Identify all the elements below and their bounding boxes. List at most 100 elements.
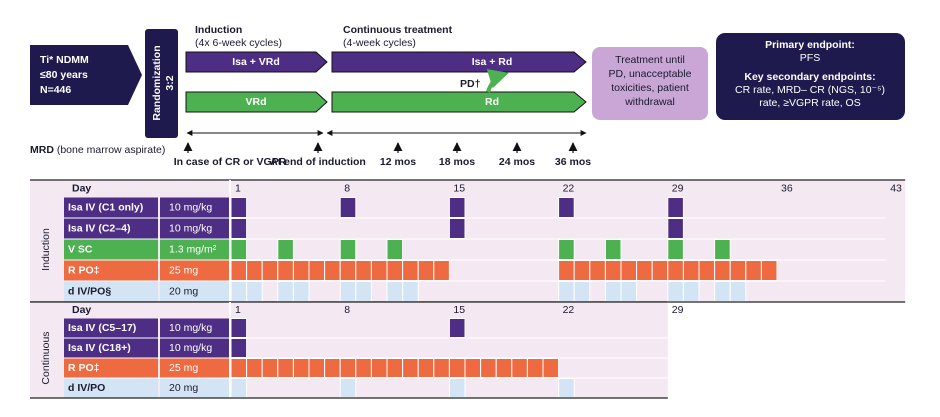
- dose-cell: [417, 260, 435, 281]
- dose-cell: [448, 218, 466, 239]
- row-dose-cell: [160, 281, 229, 302]
- dose-cell: [667, 260, 684, 281]
- row-label: V SC: [68, 243, 93, 255]
- dose-cell: [433, 260, 450, 281]
- dose-cell: [511, 358, 528, 378]
- row-dose-cell: [160, 318, 229, 338]
- row-dose: 20 mg: [169, 382, 198, 394]
- row-label-cell: [64, 378, 158, 398]
- row-dose: 10 mg/kg: [169, 201, 212, 213]
- until-text: Treatment until: [615, 54, 685, 66]
- dose-cell: [339, 358, 357, 378]
- population-box: [30, 45, 142, 105]
- dose-cell: [526, 358, 544, 378]
- population-text: ≤80 years: [40, 69, 88, 81]
- dose-cell: [714, 239, 731, 260]
- dose-cell: [760, 260, 778, 281]
- dose-cell: [667, 218, 684, 239]
- dose-cell: [417, 358, 435, 378]
- dose-cell: [729, 260, 747, 281]
- dose-cell: [230, 318, 248, 338]
- arm-arrow: [185, 91, 328, 113]
- dose-cell: [667, 239, 684, 260]
- dose-cell: [355, 260, 372, 281]
- row-label-cell: [64, 338, 158, 358]
- row-dose: 10 mg/kg: [169, 322, 212, 334]
- row-label: Isa IV (C18+): [68, 342, 131, 354]
- dose-cell: [230, 378, 248, 398]
- dose-cell: [604, 260, 622, 281]
- dose-cell: [230, 239, 248, 260]
- mrd-timepoint: At end of induction: [270, 156, 366, 168]
- row-dose: 25 mg: [169, 264, 198, 276]
- row-dose: 10 mg/kg: [169, 342, 212, 354]
- dose-cell: [386, 281, 404, 302]
- dose-cell: [230, 218, 248, 239]
- dose-cell: [714, 281, 731, 302]
- dose-cell: [339, 281, 357, 302]
- row-dose-cell: [160, 239, 229, 260]
- row-dose-cell: [160, 358, 229, 378]
- mrd-label: MRD (bone marrow aspirate): [30, 144, 165, 156]
- row-label-cell: [64, 358, 158, 378]
- mrd-timepoint: 18 mos: [439, 156, 475, 168]
- row-label-cell: [64, 318, 158, 338]
- dose-cell: [745, 260, 762, 281]
- dose-cell: [698, 260, 716, 281]
- dose-cell: [667, 197, 684, 218]
- dose-cell: [355, 358, 372, 378]
- dose-cell: [402, 281, 419, 302]
- dose-cell: [370, 260, 388, 281]
- dose-cell: [339, 378, 357, 398]
- row-label: Isa IV (C2–4): [68, 222, 130, 234]
- dose-cell: [448, 318, 466, 338]
- population-text: N=446: [40, 84, 71, 96]
- endpoint-title: Primary endpoint:: [765, 39, 855, 51]
- dose-cell: [246, 281, 263, 302]
- row-label: d IV/PO: [68, 382, 105, 394]
- row-label-cell: [64, 281, 158, 302]
- dose-cell: [448, 358, 466, 378]
- dose-cell: [558, 239, 575, 260]
- dose-cell: [370, 358, 388, 378]
- row-label: R PO‡: [68, 264, 100, 276]
- dose-cell: [729, 281, 747, 302]
- row-label: Isa IV (C5–17): [68, 322, 136, 334]
- dose-cell: [464, 358, 482, 378]
- row-label-cell: [64, 197, 158, 218]
- dose-cell: [261, 260, 279, 281]
- day-tick-label: 15: [453, 304, 465, 316]
- day-tick-label: 43: [890, 182, 902, 194]
- day-label: Day: [72, 304, 91, 316]
- crossover-arrow: [486, 69, 509, 93]
- row-dose-cell: [160, 218, 229, 239]
- row-dose-cell: [160, 197, 229, 218]
- dose-cell: [230, 260, 248, 281]
- dose-cell: [324, 358, 341, 378]
- arm-label: Isa + Rd: [472, 56, 513, 68]
- day-tick-label: 22: [563, 304, 575, 316]
- day-tick-label: 1: [235, 182, 241, 194]
- endpoint-text: PFS: [800, 52, 820, 64]
- dose-cell: [558, 281, 575, 302]
- until-text: PD, unacceptable: [609, 68, 692, 80]
- dose-cell: [277, 260, 294, 281]
- mrd-title: MRD: [30, 144, 54, 156]
- dose-cell: [714, 260, 731, 281]
- until-text: toxicities, patient: [611, 82, 689, 94]
- row-dose: 25 mg: [169, 362, 198, 374]
- dose-cell: [480, 358, 497, 378]
- day-tick-label: 29: [672, 304, 684, 316]
- until-box: [592, 47, 708, 120]
- dose-cell: [573, 260, 591, 281]
- mrd-detail: (bone marrow aspirate): [57, 144, 166, 156]
- dose-cell: [230, 338, 248, 358]
- dose-cell: [230, 281, 248, 302]
- induction-subtitle: (4x 6-week cycles): [195, 37, 282, 49]
- randomization-box: [145, 29, 178, 138]
- row-dose: 10 mg/kg: [169, 222, 212, 234]
- row-label-cell: [64, 260, 158, 281]
- day-tick-label: 1: [235, 304, 241, 316]
- dose-cell: [277, 358, 294, 378]
